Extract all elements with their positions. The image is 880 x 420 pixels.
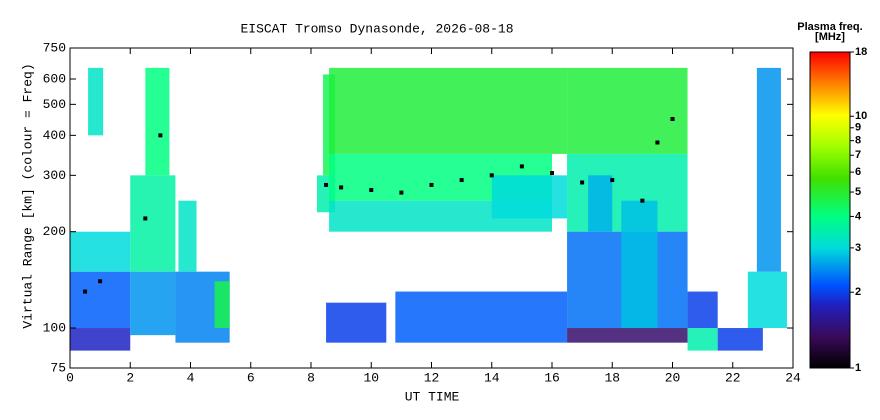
colorbar-tick-label: 18 [855,46,867,58]
range-cell [588,175,613,232]
y-axis-label: Virtual Range [km] (colour = Freq) [20,63,35,328]
trace-point [369,187,374,192]
trace-point [519,164,524,169]
trace-point [143,216,148,221]
trace-point [640,198,645,203]
trace-point [429,182,434,187]
trace-point [98,279,103,284]
trace-point [83,289,88,294]
range-cell [326,302,387,343]
range-cell [567,328,688,343]
x-tick-label: 22 [725,370,741,385]
x-tick-label: 24 [785,370,801,385]
trace-point [489,173,494,178]
x-tick-label: 8 [307,370,315,385]
colorbar-title: Plasma freq. [797,21,862,33]
colorbar [809,51,851,369]
range-cell [88,67,104,136]
range-cell [178,200,197,272]
trace-point [399,190,404,195]
y-tick-label: 300 [43,168,66,183]
trace-point [324,182,329,187]
colorbar-tick-label: 2 [855,286,861,298]
x-tick-label: 2 [126,370,134,385]
x-tick-label: 14 [484,370,500,385]
colorbar-tick-label: 3 [855,242,861,254]
colorbar-tick-label: 5 [855,186,861,198]
x-tick-label: 12 [424,370,440,385]
y-tick-label: 600 [43,71,66,86]
range-cell [395,291,568,343]
colorbar-tick-label: 9 [855,122,861,134]
range-cell [145,67,170,176]
y-tick-label: 100 [43,320,66,335]
colorbar-unit: [MHz] [815,31,845,43]
range-cell [567,67,688,154]
colorbar-tick-label: 7 [855,149,861,161]
x-tick-label: 0 [66,370,74,385]
x-tick-label: 6 [247,370,255,385]
x-tick-label: 16 [544,370,560,385]
range-cell [70,328,131,351]
trace-point [655,140,660,145]
range-cell [130,175,176,272]
range-cell [130,271,176,336]
y-tick-label: 75 [50,360,66,375]
y-tick-label: 400 [43,128,66,143]
range-cell [491,175,568,219]
colorbar-tick-label: 8 [855,135,861,147]
trace-point [459,178,464,183]
colorbar-tick-label: 6 [855,166,861,178]
y-tick-label: 750 [43,40,66,55]
y-tick-label: 200 [43,224,66,239]
range-cell [756,67,781,272]
colorbar-tick-label: 4 [855,210,862,222]
range-cell [621,200,658,329]
trace-point [610,178,615,183]
x-tick-label: 20 [665,370,681,385]
colorbar-tick-label: 1 [855,362,861,374]
x-tick-label: 18 [604,370,620,385]
trace-point [339,185,344,190]
range-cell [70,231,131,272]
colorbar-tick-label: 10 [855,110,867,122]
trace-point [670,116,675,121]
range-cell [214,281,230,329]
range-cell [717,328,763,351]
range-cell [329,67,568,154]
range-cell [747,271,787,329]
x-tick-label: 4 [187,370,195,385]
range-cell [687,291,718,329]
trace-point [550,171,554,176]
x-axis-label: UT TIME [405,389,460,404]
chart-title: EISCAT Tromso Dynasonde, 2026-08-18 [240,21,513,36]
x-tick-label: 10 [363,370,379,385]
trace-point [158,133,163,138]
range-cell [687,328,718,351]
trace-point [580,180,585,185]
y-tick-label: 500 [43,97,66,112]
